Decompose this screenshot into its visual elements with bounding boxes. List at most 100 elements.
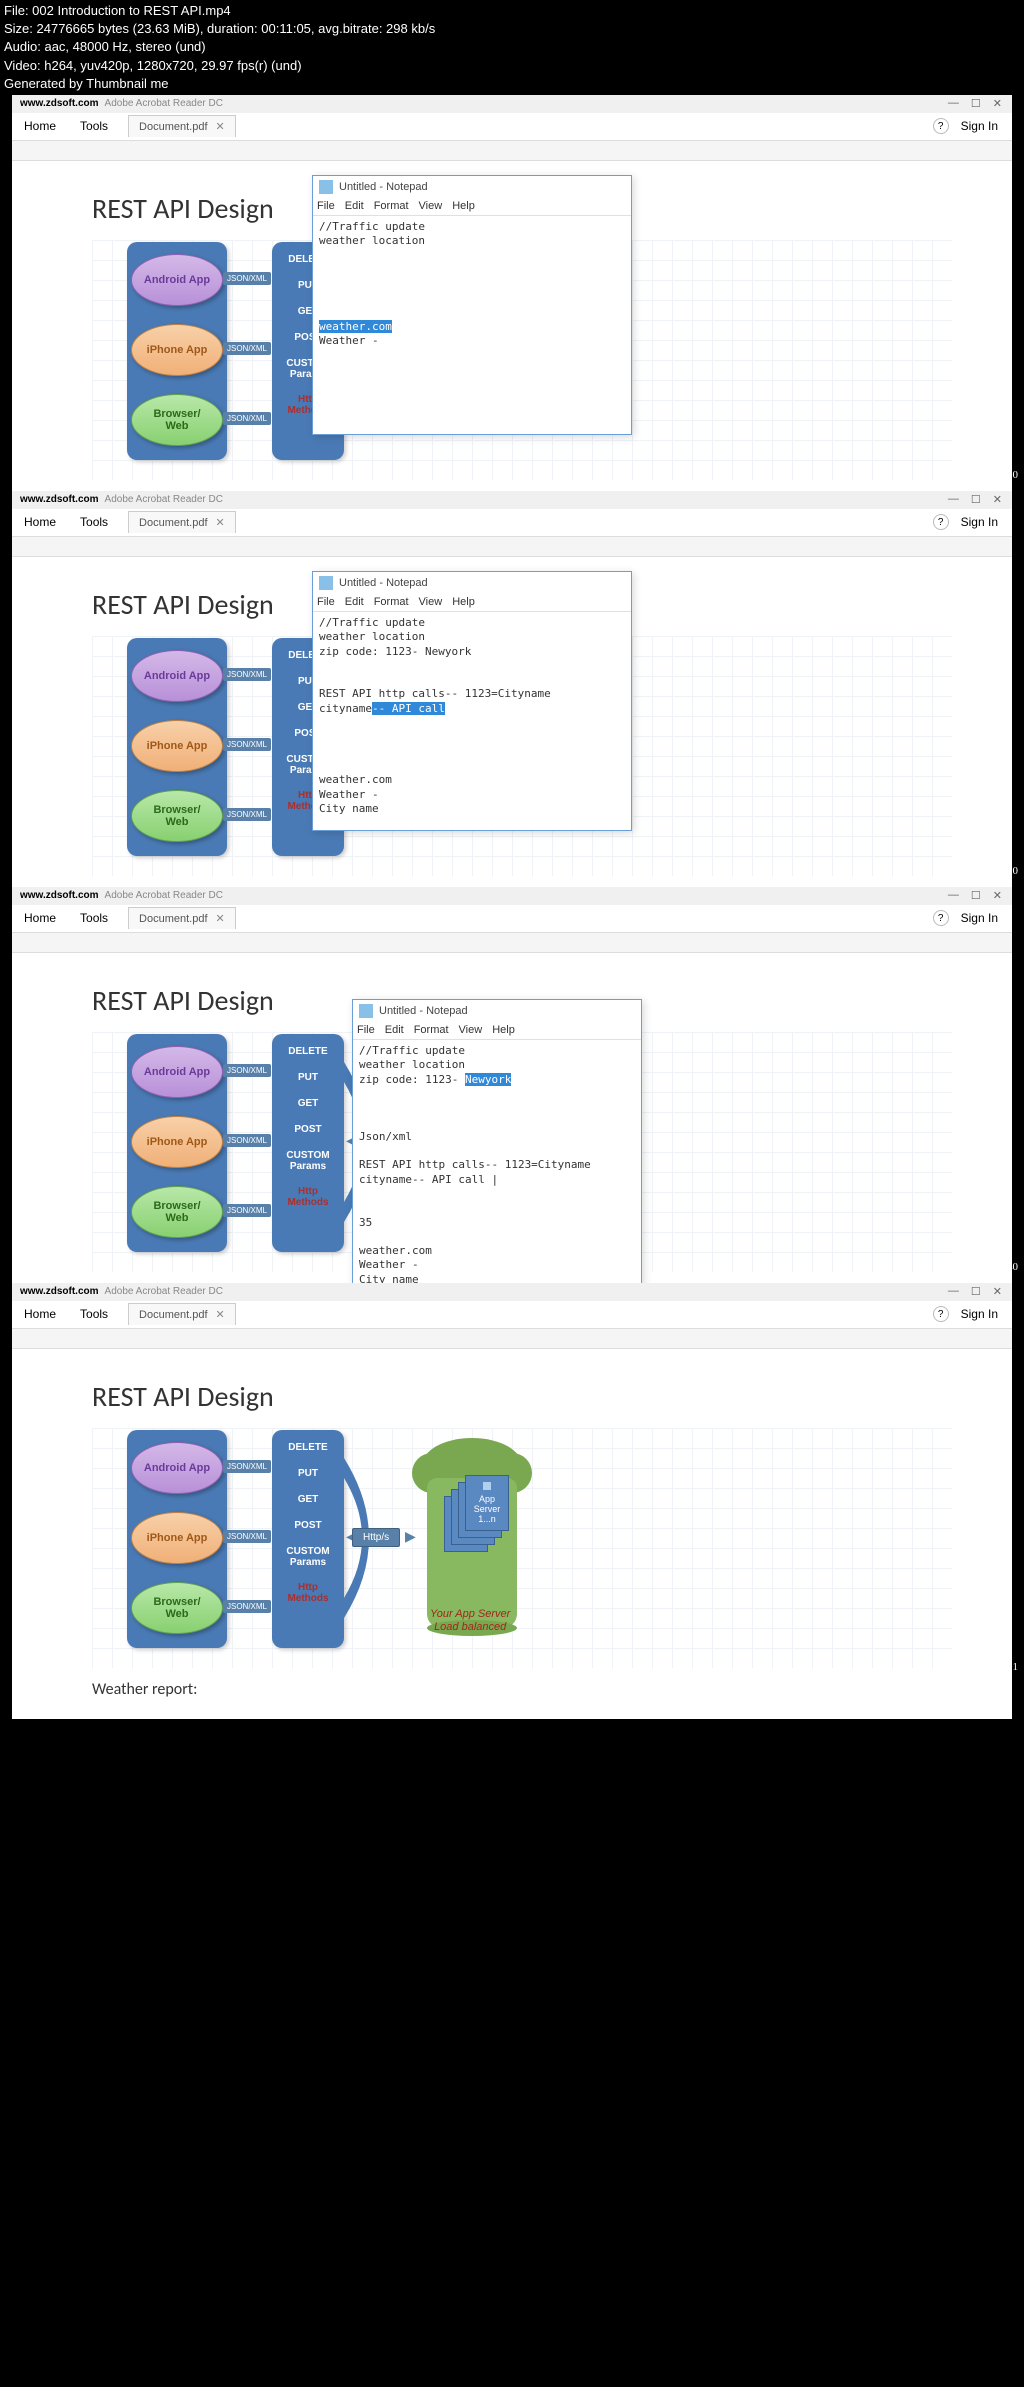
header-audio: Audio: aac, 48000 Hz, stereo (und) [4,38,1020,56]
server-unit-3: AppServer1...n [465,1475,509,1531]
minimize-icon[interactable]: — [948,1285,959,1298]
rest-api-diagram: Android AppJSON/XMLiPhone AppJSON/XMLBro… [92,1428,952,1668]
menu-help[interactable]: Help [452,596,475,608]
menu-file[interactable]: File [317,200,335,212]
notepad-titlebar[interactable]: Untitled - Notepad [353,1000,641,1022]
notepad-title-text: Untitled - Notepad [379,1005,468,1017]
secondary-toolbar [12,141,1012,161]
frame-content: www.zdsoft.com Adobe Acrobat Reader DC —… [12,1283,1012,1663]
close-icon[interactable]: ✕ [993,1285,1002,1298]
methods-panel [272,1430,344,1648]
notepad-menu: File Edit Format View Help [313,594,631,612]
tab-close-icon[interactable]: ✕ [216,1308,225,1321]
maximize-icon[interactable]: ☐ [971,1285,981,1298]
home-tab[interactable]: Home [12,1301,68,1328]
notepad-window: Untitled - Notepad File Edit Format View Hel… [312,571,632,831]
menu-format[interactable]: Format [374,200,409,212]
pdf-content: REST API Design Android AppJSON/XMLiPhon… [12,953,1012,1323]
document-tab[interactable]: Document.pdf✕ [128,1303,236,1325]
maximize-icon[interactable]: ☐ [971,493,981,506]
secondary-toolbar [12,933,1012,953]
tools-tab[interactable]: Tools [68,113,120,140]
document-tab[interactable]: Document.pdf✕ [128,907,236,929]
tab-close-icon[interactable]: ✕ [216,516,225,529]
adobe-titlebar: www.zdsoft.com Adobe Acrobat Reader DC —… [12,491,1012,509]
minimize-icon[interactable]: — [948,97,959,110]
diagram-title: REST API Design [92,1379,952,1414]
url-text: www.zdsoft.com [20,494,99,505]
document-tab[interactable]: Document.pdf✕ [128,511,236,533]
header-video: Video: h264, yuv420p, 1280x720, 29.97 fp… [4,57,1020,75]
header-file: File: 002 Introduction to REST API.mp4 [4,2,1020,20]
url-text: www.zdsoft.com [20,98,99,109]
video-frame-3: www.zdsoft.com Adobe Acrobat Reader DC —… [0,1283,1024,1675]
minimize-icon[interactable]: — [948,889,959,902]
selected-text: weather.com [319,320,392,333]
menu-help[interactable]: Help [492,1024,515,1036]
document-tab[interactable]: Document.pdf✕ [128,115,236,137]
menu-view[interactable]: View [459,1024,483,1036]
client-0: Android App [131,254,223,306]
menu-edit[interactable]: Edit [385,1024,404,1036]
menu-edit[interactable]: Edit [345,596,364,608]
close-icon[interactable]: ✕ [993,493,1002,506]
close-icon[interactable]: ✕ [993,889,1002,902]
tab-close-icon[interactable]: ✕ [216,120,225,133]
help-icon[interactable]: ? [933,1306,949,1322]
maximize-icon[interactable]: ☐ [971,97,981,110]
help-icon[interactable]: ? [933,514,949,530]
sign-in-link[interactable]: Sign In [961,911,998,925]
product-name: Adobe Acrobat Reader DC [105,98,223,109]
adobe-titlebar: www.zdsoft.com Adobe Acrobat Reader DC —… [12,95,1012,113]
notepad-body[interactable]: //Traffic update weather location zip co… [353,1040,641,1291]
help-icon[interactable]: ? [933,118,949,134]
maximize-icon[interactable]: ☐ [971,889,981,902]
video-frame-0: www.zdsoft.com Adobe Acrobat Reader DC —… [0,95,1024,483]
sign-in-link[interactable]: Sign In [961,1307,998,1321]
menu-file[interactable]: File [317,596,335,608]
client-1: iPhone App [131,324,223,376]
notepad-icon [319,180,333,194]
tools-tab[interactable]: Tools [68,509,120,536]
server-cloud: AppServer1...nYour App ServerLoad balanc… [412,1438,532,1648]
notepad-icon [359,1004,373,1018]
menu-format[interactable]: Format [374,596,409,608]
client-2: Browser/Web [131,1186,223,1238]
frame-content: www.zdsoft.com Adobe Acrobat Reader DC —… [12,95,1012,471]
close-icon[interactable]: ✕ [993,97,1002,110]
notepad-titlebar[interactable]: Untitled - Notepad [313,572,631,594]
adobe-titlebar: www.zdsoft.com Adobe Acrobat Reader DC —… [12,887,1012,905]
sign-in-link[interactable]: Sign In [961,515,998,529]
connector-label-1: JSON/XML [223,342,271,355]
minimize-icon[interactable]: — [948,493,959,506]
frame-content: www.zdsoft.com Adobe Acrobat Reader DC —… [12,491,1012,867]
tools-tab[interactable]: Tools [68,905,120,932]
sign-in-link[interactable]: Sign In [961,119,998,133]
menu-view[interactable]: View [419,596,443,608]
client-2: Browser/Web [131,1582,223,1634]
video-frame-1: www.zdsoft.com Adobe Acrobat Reader DC —… [0,491,1024,879]
menu-file[interactable]: File [357,1024,375,1036]
tools-tab[interactable]: Tools [68,1301,120,1328]
frame-content: www.zdsoft.com Adobe Acrobat Reader DC —… [12,887,1012,1263]
menu-help[interactable]: Help [452,200,475,212]
home-tab[interactable]: Home [12,509,68,536]
menu-view[interactable]: View [419,200,443,212]
notepad-titlebar[interactable]: Untitled - Notepad [313,176,631,198]
notepad-menu: File Edit Format View Help [313,198,631,216]
header-gen: Generated by Thumbnail me [4,75,1020,93]
notepad-menu: File Edit Format View Help [353,1022,641,1040]
selected-text: Newyork [465,1073,511,1086]
client-1: iPhone App [131,1116,223,1168]
menu-edit[interactable]: Edit [345,200,364,212]
notepad-body[interactable]: //Traffic update weather location weathe… [313,216,631,353]
home-tab[interactable]: Home [12,113,68,140]
help-icon[interactable]: ? [933,910,949,926]
secondary-toolbar [12,1329,1012,1349]
connector-label-2: JSON/XML [223,412,271,425]
home-tab[interactable]: Home [12,905,68,932]
notepad-body[interactable]: //Traffic update weather location zip co… [313,612,631,820]
tab-close-icon[interactable]: ✕ [216,912,225,925]
http-method-0: DELETE [278,1046,338,1057]
menu-format[interactable]: Format [414,1024,449,1036]
